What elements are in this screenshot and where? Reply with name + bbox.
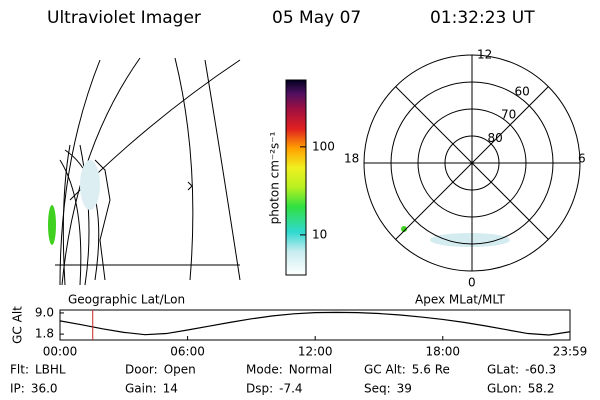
info-label: GLat: — [487, 363, 519, 377]
title: Ultraviolet Imager — [47, 8, 201, 28]
info-value: 5.6 Re — [412, 363, 450, 377]
info-value: -7.4 — [279, 382, 302, 396]
map-label: Geographic Lat/Lon — [68, 293, 185, 307]
x-tick-label: 00:00 — [43, 345, 78, 359]
lat-label: 80 — [488, 131, 503, 145]
mlt-label: 6 — [578, 152, 586, 166]
info-label: GC Alt: — [364, 363, 406, 377]
info-value: 36.0 — [31, 382, 58, 396]
mlt-label: 0 — [468, 276, 476, 290]
x-tick-label: 06:00 — [170, 345, 205, 359]
x-tick-label: 18:00 — [425, 345, 460, 359]
colorbar-label: photon cm⁻²s⁻¹ — [268, 131, 282, 224]
colorbar — [285, 79, 307, 276]
mlt-label: 12 — [477, 48, 492, 62]
geo-map — [48, 57, 241, 286]
info-label: Dsp: — [246, 382, 273, 396]
lat-label: 70 — [501, 108, 516, 122]
info-value: 14 — [163, 382, 178, 396]
info-label: Flt: — [10, 363, 29, 377]
time: 01:32:23 UT — [430, 8, 535, 28]
y-tick-label: 9.0 — [35, 305, 54, 319]
y-axis-label: GC Alt — [11, 306, 25, 344]
info-value: Open — [164, 363, 196, 377]
mlt-line — [395, 86, 549, 240]
lat-label: 60 — [515, 84, 530, 98]
info-value: Normal — [289, 363, 332, 377]
polar-label: Apex MLat/MLT — [415, 293, 505, 307]
info-label: GLon: — [487, 382, 522, 396]
x-tick-label: 23:59 — [553, 345, 588, 359]
polar-plot — [363, 54, 581, 272]
info-value: 58.2 — [528, 382, 555, 396]
info-label: IP: — [10, 382, 25, 396]
date: 05 May 07 — [272, 8, 361, 28]
altitude-line — [59, 311, 571, 336]
info-label: Door: — [125, 363, 158, 377]
alt-plot-frame — [59, 309, 571, 341]
info-value: -60.3 — [525, 363, 556, 377]
y-tick-label: 1.8 — [35, 327, 54, 341]
colorbar-tick-label: 100 — [312, 139, 335, 153]
info-label: Gain: — [125, 382, 157, 396]
info-value: 39 — [397, 382, 412, 396]
info-value: LBHL — [35, 363, 66, 377]
mlt-label: 18 — [344, 152, 359, 166]
colorbar-tick-label: 10 — [312, 227, 327, 241]
x-tick-label: 12:00 — [298, 345, 333, 359]
info-label: Mode: — [246, 363, 283, 377]
info-label: Seq: — [364, 382, 391, 396]
